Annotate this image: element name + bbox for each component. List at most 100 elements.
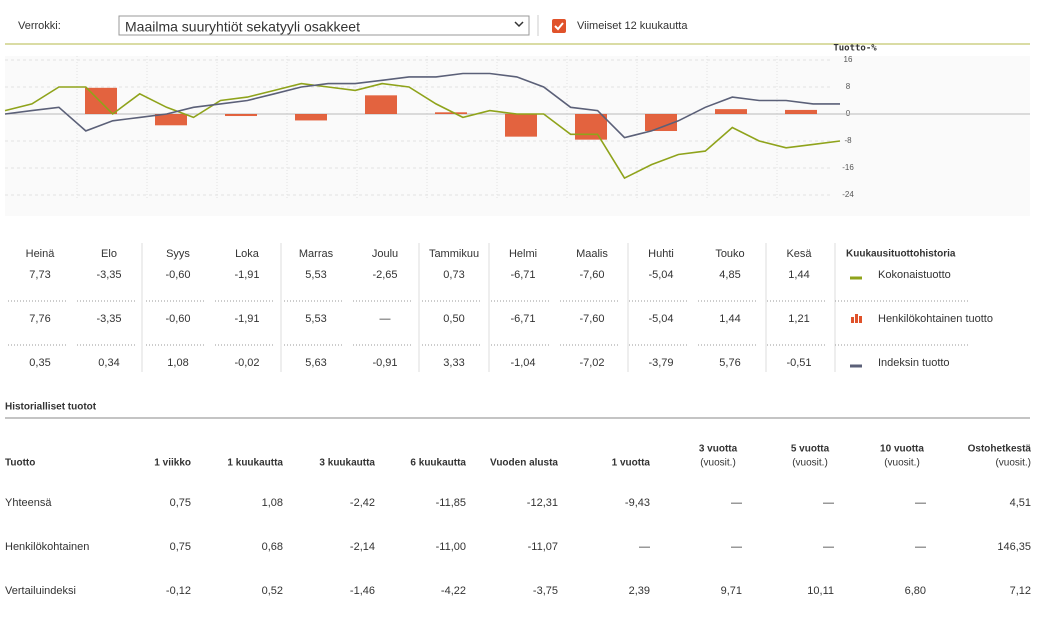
cell: -11,07 xyxy=(528,541,558,553)
cell: -12,31 xyxy=(527,497,558,509)
cell: 0,68 xyxy=(262,541,283,553)
legend-title: Kuukausituottohistoria xyxy=(846,249,956,260)
month-label: Touko xyxy=(715,248,744,260)
column-header: Tuotto xyxy=(5,458,35,469)
cell: -1,46 xyxy=(350,585,375,597)
bar xyxy=(575,114,607,140)
month-label: Huhti xyxy=(648,248,674,260)
section-title: Historialliset tuotot xyxy=(5,402,97,413)
month-value: 1,21 xyxy=(788,313,809,325)
bar xyxy=(295,114,327,121)
select-arrow xyxy=(514,21,524,28)
column-header: Vuoden alusta xyxy=(490,458,558,469)
legend-label: Indeksin tuotto xyxy=(878,357,950,369)
select-box[interactable] xyxy=(118,15,530,36)
column-subheader: (vuosit.) xyxy=(792,458,828,469)
cell: — xyxy=(731,541,742,553)
month-label: Syys xyxy=(166,248,190,260)
cell: -0,12 xyxy=(166,585,191,597)
legend-icon xyxy=(851,317,854,323)
month-label: Heinä xyxy=(26,248,56,260)
y-axis-title: Tuotto-% xyxy=(833,44,877,54)
checkbox-label[interactable]: Viimeiset 12 kuukautta xyxy=(577,20,688,32)
month-value: — xyxy=(380,313,391,325)
row-label: Vertailuindeksi xyxy=(5,585,76,597)
y-tick-label: -24 xyxy=(842,190,854,199)
month-label: Kesä xyxy=(786,248,812,260)
month-value: 5,63 xyxy=(305,357,326,369)
cell: — xyxy=(823,541,834,553)
month-value: -5,04 xyxy=(648,313,673,325)
cell: — xyxy=(823,497,834,509)
month-label: Elo xyxy=(101,248,117,260)
column-header: 5 vuotta xyxy=(791,444,830,455)
month-value: -1,91 xyxy=(234,269,259,281)
legend-icon xyxy=(855,314,858,323)
legend-icon xyxy=(859,316,862,323)
column-subheader: (vuosit.) xyxy=(995,458,1031,469)
cell: — xyxy=(915,497,926,509)
y-tick-label: -16 xyxy=(842,163,854,172)
bar xyxy=(505,114,537,137)
month-value: -0,60 xyxy=(165,313,190,325)
checkbox[interactable] xyxy=(552,19,566,33)
bar xyxy=(645,114,677,132)
line-series xyxy=(4,72,840,139)
month-value: 3,33 xyxy=(443,357,464,369)
cell: 0,52 xyxy=(262,585,283,597)
column-header: 1 viikko xyxy=(154,458,191,469)
checkmark xyxy=(554,22,564,31)
cell: 10,11 xyxy=(807,585,834,597)
line-series xyxy=(4,82,841,180)
bar xyxy=(785,109,817,114)
legend-label: Henkilökohtainen tuotto xyxy=(878,313,993,325)
y-tick-label: 16 xyxy=(844,55,853,64)
month-label: Joulu xyxy=(372,248,398,260)
month-value: 0,35 xyxy=(29,357,50,369)
cell: -4,22 xyxy=(441,585,466,597)
cell: 7,12 xyxy=(1010,585,1031,597)
month-value: -1,91 xyxy=(234,313,259,325)
cell: -2,42 xyxy=(350,497,375,509)
month-value: -3,35 xyxy=(96,313,121,325)
cell: -3,75 xyxy=(533,585,558,597)
cell: 4,51 xyxy=(1010,497,1031,509)
month-value: -7,02 xyxy=(579,357,604,369)
month-value: 4,85 xyxy=(719,269,740,281)
month-value: -1,04 xyxy=(510,357,535,369)
month-value: 5,53 xyxy=(305,313,326,325)
column-header: 3 vuotta xyxy=(699,444,738,455)
row-label: Yhteensä xyxy=(5,497,52,509)
month-value: 7,73 xyxy=(29,269,50,281)
cell: 0,75 xyxy=(170,541,191,553)
cell: 9,71 xyxy=(721,585,742,597)
month-value: -3,79 xyxy=(648,357,673,369)
row-label: Henkilökohtainen xyxy=(5,541,89,553)
month-label: Maalis xyxy=(576,248,608,260)
month-label: Helmi xyxy=(509,248,537,260)
column-header: 1 vuotta xyxy=(612,458,651,469)
month-value: -6,71 xyxy=(510,269,535,281)
cell: -11,85 xyxy=(436,497,466,509)
select-value[interactable]: Maailma suuryhtiöt sekatyyli osakkeet xyxy=(125,19,360,35)
cell: -9,43 xyxy=(625,497,650,509)
legend-label: Kokonaistuotto xyxy=(878,269,951,281)
cell: 1,08 xyxy=(262,497,283,509)
toolbar-label: Verrokki: xyxy=(18,20,61,32)
cell: 0,75 xyxy=(170,497,191,509)
month-value: -3,35 xyxy=(96,269,121,281)
month-value: -0,60 xyxy=(165,269,190,281)
month-value: -7,60 xyxy=(579,313,604,325)
y-tick-label: 8 xyxy=(846,82,851,91)
bar xyxy=(435,112,467,114)
column-header: 10 vuotta xyxy=(880,444,924,455)
cell: 6,80 xyxy=(905,585,926,597)
month-value: 0,73 xyxy=(443,269,464,281)
month-value: -2,65 xyxy=(372,269,397,281)
month-value: 1,44 xyxy=(788,269,809,281)
bar xyxy=(715,109,747,114)
month-label: Loka xyxy=(235,248,260,260)
column-subheader: (vuosit.) xyxy=(884,458,920,469)
